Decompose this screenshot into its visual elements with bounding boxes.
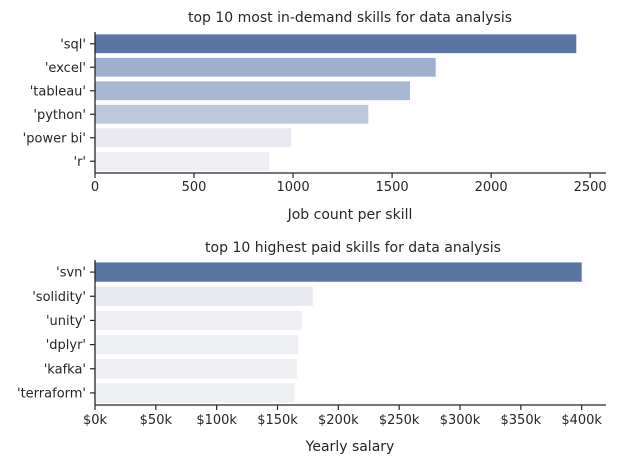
bar xyxy=(95,286,313,306)
y-tick-label: 'sql' xyxy=(60,37,86,52)
bar xyxy=(95,104,369,124)
x-tick-label: $150k xyxy=(257,413,298,428)
chart-title: top 10 highest paid skills for data anal… xyxy=(205,240,501,256)
x-tick-label: $200k xyxy=(318,413,359,428)
bar xyxy=(95,334,299,355)
y-tick-label: 'python' xyxy=(33,108,86,123)
x-tick-label: 500 xyxy=(182,180,207,195)
x-tick-label: 2500 xyxy=(574,180,607,195)
bar xyxy=(95,262,582,282)
x-tick-label: $50k xyxy=(140,413,173,428)
x-tick-label: $350k xyxy=(501,413,542,428)
y-tick-labels: 'svn' 'solidity' 'unity' 'dplyr' 'kafka' 'ter… xyxy=(17,266,95,401)
x-tick-label: $100k xyxy=(196,413,237,428)
y-tick-label: 'power bi' xyxy=(23,131,86,146)
y-tick-label: 'terraform' xyxy=(17,386,86,401)
bar xyxy=(95,359,297,379)
bars xyxy=(95,262,582,403)
chart-title: top 10 most in-demand skills for data an… xyxy=(188,10,512,26)
bar xyxy=(95,34,577,54)
y-tick-label: 'dplyr' xyxy=(46,338,86,353)
chart-top-skills: top 10 most in-demand skills for data an… xyxy=(23,10,607,223)
y-tick-label: 'kafka' xyxy=(44,362,86,377)
x-tick-label: 1500 xyxy=(376,180,409,195)
y-tick-label: 'tableau' xyxy=(30,84,86,99)
x-axis-label: Yearly salary xyxy=(305,439,395,455)
x-ticks: $0k $50k $100k $150k $200k $250k $300k $350k $40… xyxy=(83,405,602,428)
y-tick-labels: 'sql' 'excel' 'tableau' 'python' 'power bi' '… xyxy=(23,37,95,170)
y-tick-label: 'r' xyxy=(74,155,87,170)
bar xyxy=(95,57,436,77)
x-tick-label: $300k xyxy=(440,413,481,428)
bar xyxy=(95,310,302,331)
x-tick-label: 1000 xyxy=(277,180,310,195)
bar xyxy=(95,128,292,148)
x-tick-label: 2000 xyxy=(475,180,508,195)
x-tick-label: $0k xyxy=(83,413,108,428)
chart-top-paid: top 10 highest paid skills for data anal… xyxy=(17,240,606,455)
y-tick-label: 'excel' xyxy=(45,61,86,76)
bars xyxy=(95,34,577,171)
x-axis-label: Job count per skill xyxy=(287,207,413,223)
x-tick-label: $250k xyxy=(379,413,420,428)
x-ticks: 0 500 1000 1500 2000 2500 xyxy=(91,173,607,195)
x-tick-label: $400k xyxy=(561,413,602,428)
bar xyxy=(95,151,270,171)
bar xyxy=(95,81,410,101)
y-tick-label: 'svn' xyxy=(56,266,86,281)
y-tick-label: 'solidity' xyxy=(32,290,86,305)
bar xyxy=(95,383,295,403)
x-tick-label: 0 xyxy=(91,180,99,195)
y-tick-label: 'unity' xyxy=(46,314,86,329)
